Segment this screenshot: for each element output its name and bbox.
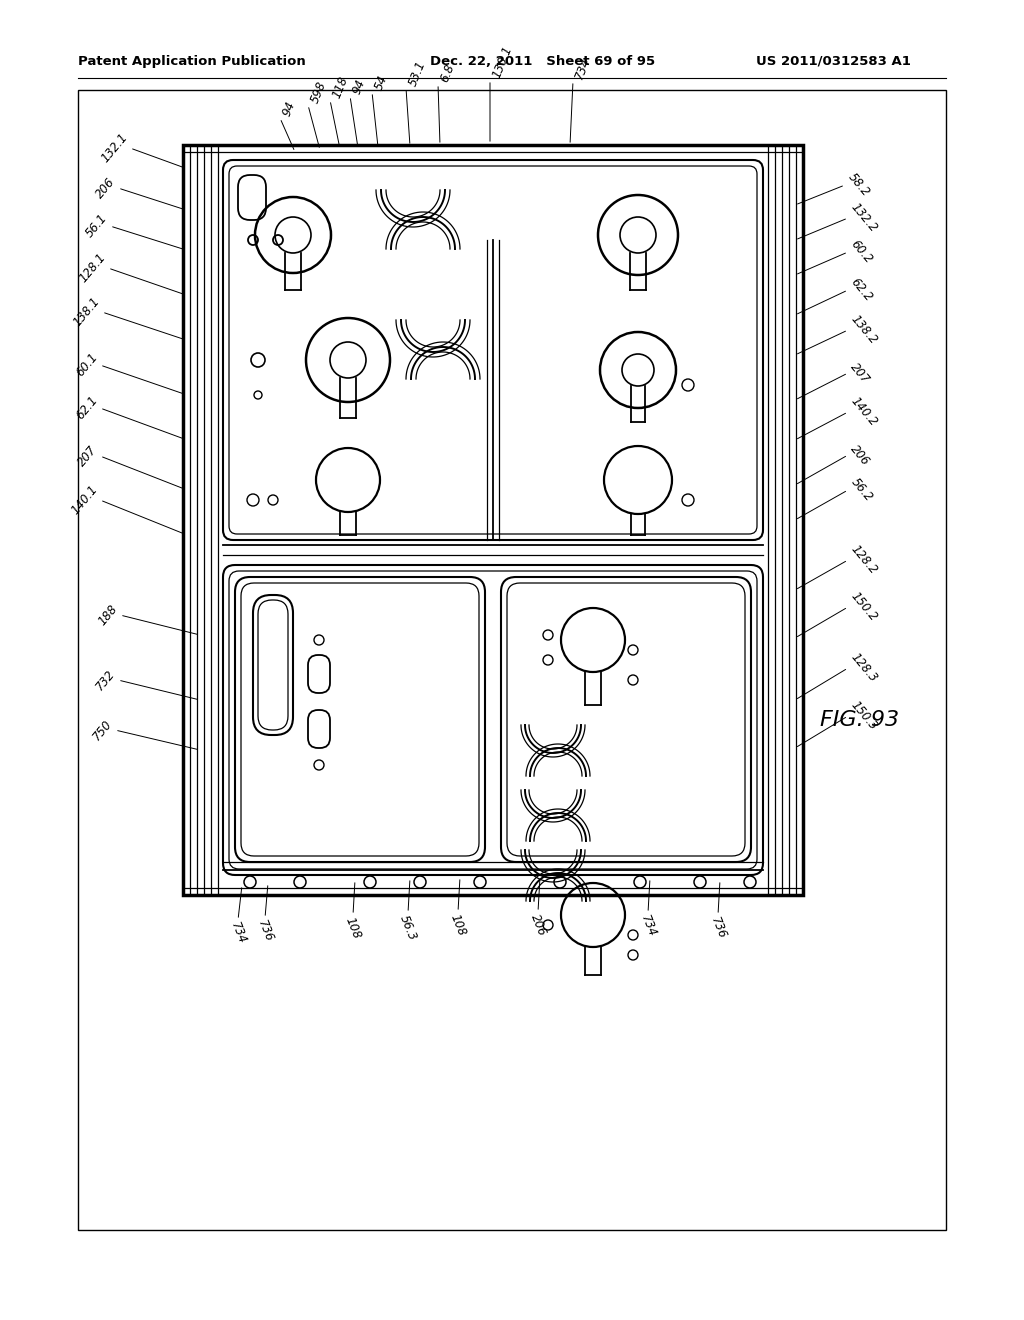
Text: 750: 750 bbox=[90, 717, 115, 743]
Text: 60.1: 60.1 bbox=[73, 351, 100, 379]
Text: 734: 734 bbox=[573, 55, 594, 81]
Text: 736: 736 bbox=[255, 917, 275, 944]
Text: 732: 732 bbox=[93, 667, 118, 693]
Text: 736: 736 bbox=[708, 915, 728, 941]
Text: 58.2: 58.2 bbox=[845, 170, 871, 199]
Text: 54: 54 bbox=[372, 73, 390, 92]
Text: 138.2: 138.2 bbox=[848, 313, 880, 347]
Text: 130.1: 130.1 bbox=[490, 44, 515, 81]
Text: 60.2: 60.2 bbox=[848, 238, 874, 267]
Bar bbox=[183, 145, 803, 895]
Text: 108: 108 bbox=[447, 912, 468, 937]
Text: 140.2: 140.2 bbox=[848, 395, 880, 429]
Text: 128.2: 128.2 bbox=[848, 543, 880, 577]
Text: US 2011/0312583 A1: US 2011/0312583 A1 bbox=[756, 55, 911, 69]
Text: 94: 94 bbox=[280, 99, 298, 117]
Text: 207: 207 bbox=[76, 444, 100, 469]
Text: 734: 734 bbox=[227, 920, 248, 945]
Text: 56.1: 56.1 bbox=[83, 211, 110, 240]
Text: 138.1: 138.1 bbox=[71, 294, 102, 329]
Text: 150.2: 150.2 bbox=[848, 590, 880, 624]
Text: Patent Application Publication: Patent Application Publication bbox=[78, 55, 306, 69]
Bar bbox=[78, 90, 946, 1230]
Text: 6.8: 6.8 bbox=[438, 62, 457, 84]
Text: 62.2: 62.2 bbox=[848, 276, 874, 304]
Text: FIG. 93: FIG. 93 bbox=[820, 710, 899, 730]
Text: 108: 108 bbox=[343, 915, 364, 941]
Text: 150.3: 150.3 bbox=[848, 698, 880, 733]
Text: 206: 206 bbox=[527, 912, 548, 937]
Text: 598: 598 bbox=[308, 79, 329, 106]
Text: 132.2: 132.2 bbox=[848, 201, 880, 235]
Text: 188: 188 bbox=[95, 602, 120, 628]
Text: 206: 206 bbox=[93, 176, 118, 201]
Text: 94: 94 bbox=[350, 78, 368, 96]
Text: 128.3: 128.3 bbox=[848, 651, 880, 685]
Text: 734: 734 bbox=[638, 913, 658, 939]
Text: 128.1: 128.1 bbox=[77, 251, 108, 285]
Text: Dec. 22, 2011   Sheet 69 of 95: Dec. 22, 2011 Sheet 69 of 95 bbox=[430, 55, 655, 69]
Text: 56.3: 56.3 bbox=[397, 913, 419, 942]
Text: 118: 118 bbox=[330, 74, 350, 100]
Text: 56.2: 56.2 bbox=[848, 475, 874, 504]
Text: 206: 206 bbox=[848, 442, 872, 467]
Text: 62.1: 62.1 bbox=[73, 393, 100, 422]
Text: 132.1: 132.1 bbox=[98, 131, 130, 165]
Text: 53.1: 53.1 bbox=[406, 59, 428, 88]
Text: 207: 207 bbox=[848, 360, 872, 385]
Text: 140.1: 140.1 bbox=[69, 483, 100, 517]
